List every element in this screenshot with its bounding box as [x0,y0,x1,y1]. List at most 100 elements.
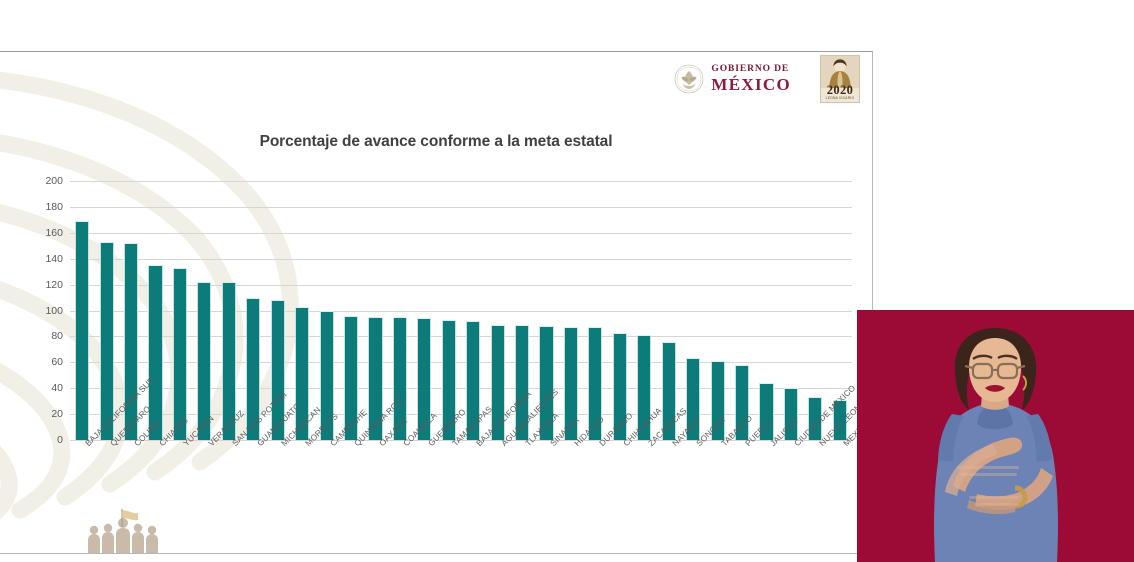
bar-cell [485,181,509,440]
y-axis-tick-label: 120 [45,278,63,291]
chart-x-axis: BAJA CALIFORNIA SUR QUERETARO COLIMA CHIAPA… [70,375,871,553]
y-axis-tick-label: 40 [51,382,63,395]
y-axis-tick-label: 200 [45,175,63,187]
bar-cell [143,181,167,440]
slide-header: GOBIERNO DE MÉXICO 2020 LEONA VICARIO [0,52,872,104]
bar[interactable] [319,310,334,440]
y-axis-tick-label: 0 [57,434,63,446]
bar[interactable] [441,319,456,440]
gridline [70,414,852,416]
bar[interactable] [221,282,236,440]
bar[interactable] [661,341,676,440]
bar[interactable] [734,364,750,440]
bar[interactable] [148,265,163,440]
leona-vicario-portrait-icon [821,56,859,88]
slide-canvas: GOBIERNO DE MÉXICO 2020 LEONA VICARIO Po… [0,51,873,554]
bar-cell [339,181,363,440]
chart-title: Porcentaje de avance conforme a la meta … [259,133,613,150]
bar-cell [754,181,778,440]
bar-cell [70,181,94,440]
bar[interactable] [392,316,407,440]
bar-cell [388,181,412,440]
bar[interactable] [783,388,798,440]
bar-cell [510,181,534,440]
bar-cell [241,181,265,440]
bar[interactable] [515,324,530,440]
bar[interactable] [124,243,139,440]
bar-cell [266,181,290,440]
gridline [70,388,852,390]
y-axis-tick-label: 80 [51,330,63,343]
gridline [70,336,852,338]
bar-cell [705,181,729,440]
bar-cell [730,181,754,440]
bar-cell [534,181,558,440]
bar[interactable] [197,282,212,440]
gridline [70,440,852,441]
bar[interactable] [75,221,90,440]
leona-vicario-2020-stamp: 2020 LEONA VICARIO [820,55,860,103]
bar[interactable] [343,315,359,440]
bar[interactable] [466,320,481,440]
bar-cell [192,181,216,440]
bar[interactable] [270,300,285,440]
chart-bars [70,181,852,440]
y-axis-tick-label: 100 [45,304,63,317]
bar-cell [437,181,461,440]
bar-cell [657,181,681,440]
bar[interactable] [417,318,432,440]
bar[interactable] [759,383,774,440]
chart-plot-area: 0 20 40 60 80 100 120 140 160 180 200 [45,175,852,446]
y-axis-tick-label: 180 [45,200,63,213]
bar[interactable] [368,316,383,440]
bar[interactable] [832,399,847,440]
bar[interactable] [637,335,652,440]
bar[interactable] [808,397,823,440]
gridline [70,232,852,234]
bar-cell [461,181,485,440]
gob-line2: MÉXICO [711,74,791,94]
y-axis-tick-label: 20 [51,408,63,421]
bar[interactable] [295,306,310,440]
y-axis-tick-label: 160 [45,226,63,239]
bar-cell [559,181,583,440]
gobierno-logo-text: GOBIERNO DE MÉXICO [711,65,791,93]
mexico-eagle-emblem-icon [675,64,704,94]
bar[interactable] [246,297,261,440]
y-axis-tick-label: 60 [51,356,63,369]
bar[interactable] [563,327,579,440]
bar-cell [363,181,387,440]
gridline [70,181,852,182]
bar[interactable] [686,358,701,440]
bar[interactable] [172,267,188,440]
bar-cell [168,181,192,440]
bar-cell [632,181,656,440]
bar-cell [314,181,338,440]
bar[interactable] [539,326,554,440]
bar[interactable] [612,332,627,440]
bar-cell [290,181,314,440]
gridline [70,206,852,208]
bar[interactable] [710,361,725,440]
bar-cell [119,181,143,440]
gobierno-de-mexico-logo: GOBIERNO DE MÉXICO [674,62,791,96]
bar-cell [608,181,632,440]
bar[interactable] [588,327,603,440]
gob-line1: GOBIERNO DE [711,64,790,75]
sign-language-interpreter-video[interactable] [857,310,1134,562]
bar-cell [217,181,241,440]
bar-cell [803,181,827,440]
bar-cell [681,181,705,440]
stamp-subtitle: LEONA VICARIO [825,95,855,100]
stamp-year: 2020 [826,83,854,98]
gridline [70,310,852,312]
bar-cell [412,181,436,440]
bar-cell [828,181,852,440]
gridline [70,258,852,260]
gridline [70,284,852,286]
bar[interactable] [99,241,114,440]
gridline [70,362,852,364]
y-axis-tick-label: 140 [45,252,63,265]
bar[interactable] [490,324,505,440]
